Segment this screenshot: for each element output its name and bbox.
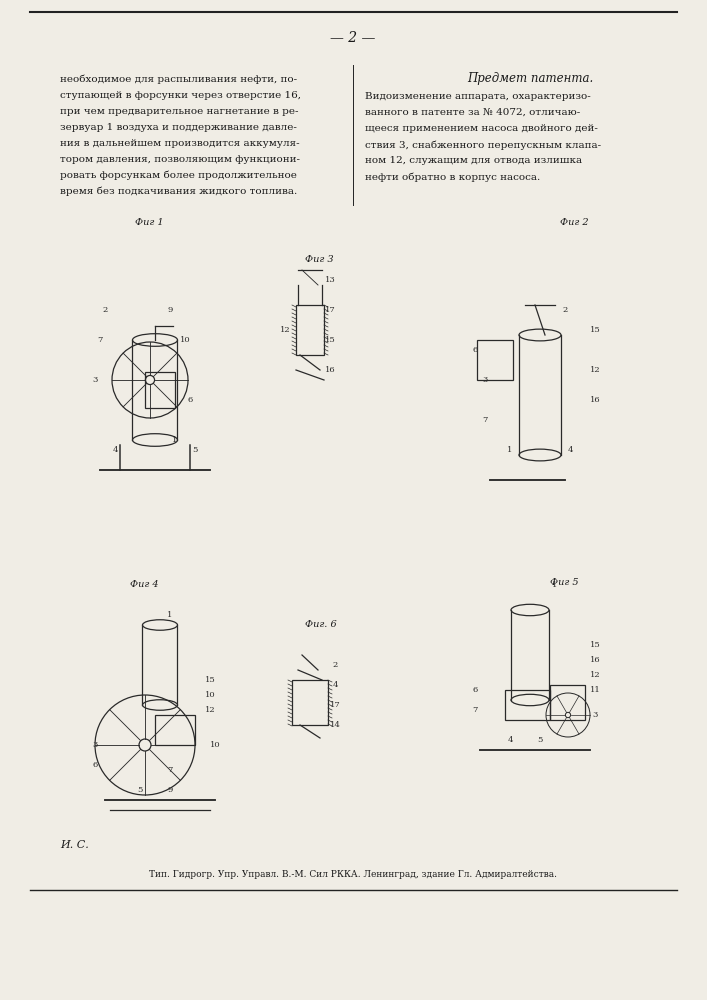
Text: 7: 7 (472, 706, 478, 714)
Text: Фиг. 6: Фиг. 6 (305, 620, 337, 629)
Text: Фиг 1: Фиг 1 (135, 218, 163, 227)
Text: 12: 12 (280, 326, 291, 334)
Text: зервуар 1 воздуха и поддерживание давле-: зервуар 1 воздуха и поддерживание давле- (60, 123, 297, 132)
Bar (292, 680, 328, 725)
Text: ном 12, служащим для отвода излишка: ном 12, служащим для отвода излишка (365, 156, 582, 165)
Text: Видоизменение аппарата, охарактеризо-: Видоизменение аппарата, охарактеризо- (365, 92, 591, 101)
Text: время без подкачивания жидкого топлива.: время без подкачивания жидкого топлива. (60, 187, 297, 196)
Text: Фиг 3: Фиг 3 (305, 255, 334, 264)
Text: 16: 16 (590, 656, 600, 664)
Text: 2: 2 (332, 661, 338, 669)
Text: 2: 2 (103, 306, 107, 314)
Text: 9: 9 (168, 306, 173, 314)
Text: щееся применением насоса двойного дей-: щееся применением насоса двойного дей- (365, 124, 598, 133)
Text: ровать форсункам более продолжительное: ровать форсункам более продолжительное (60, 171, 297, 180)
Text: 14: 14 (329, 721, 341, 729)
Text: 15: 15 (204, 676, 216, 684)
Text: 7: 7 (98, 336, 103, 344)
Text: 12: 12 (590, 671, 600, 679)
Text: 15: 15 (590, 641, 600, 649)
Text: Тип. Гидрогр. Упр. Управл. В.-М. Сил РККА. Ленинград, здание Гл. Адмиралтейства.: Тип. Гидрогр. Упр. Управл. В.-М. Сил РКК… (149, 870, 557, 879)
Bar (550, 685, 585, 720)
Text: 2: 2 (562, 306, 568, 314)
Text: 4: 4 (567, 446, 573, 454)
Text: 12: 12 (205, 706, 216, 714)
Text: нефти обратно в корпус насоса.: нефти обратно в корпус насоса. (365, 172, 540, 182)
Text: ния в дальнейшем производится аккумуля-: ния в дальнейшем производится аккумуля- (60, 139, 300, 148)
Bar (296, 305, 324, 355)
Text: 12: 12 (590, 366, 600, 374)
Text: необходимое для распыливания нефти, по-: необходимое для распыливания нефти, по- (60, 75, 297, 85)
Text: Фиг 5: Фиг 5 (550, 578, 578, 587)
Text: ванного в патенте за № 4072, отличаю-: ванного в патенте за № 4072, отличаю- (365, 108, 580, 117)
Text: 15: 15 (590, 326, 600, 334)
Text: 1: 1 (168, 611, 173, 619)
Text: при чем предварительное нагнетание в ре-: при чем предварительное нагнетание в ре- (60, 107, 298, 116)
Text: 5: 5 (192, 446, 198, 454)
Text: 5: 5 (537, 736, 543, 744)
Text: 1: 1 (173, 436, 177, 444)
Text: 6: 6 (472, 346, 478, 354)
Text: — 2 —: — 2 — (330, 31, 375, 45)
Text: 5: 5 (137, 786, 143, 794)
Text: 10: 10 (180, 336, 190, 344)
Text: 9: 9 (168, 786, 173, 794)
Text: 13: 13 (325, 276, 335, 284)
Text: 7: 7 (482, 416, 488, 424)
Text: 1: 1 (508, 446, 513, 454)
Text: И. С.: И. С. (60, 840, 89, 850)
Text: 6: 6 (93, 761, 98, 769)
Text: 17: 17 (329, 701, 340, 709)
Text: Фиг 4: Фиг 4 (130, 580, 158, 589)
Text: 6: 6 (187, 396, 192, 404)
Bar (505, 690, 550, 720)
Text: 4: 4 (112, 446, 118, 454)
Text: Предмет патента.: Предмет патента. (467, 72, 593, 85)
Text: 3: 3 (592, 711, 597, 719)
Text: 4: 4 (332, 681, 338, 689)
Text: 16: 16 (590, 396, 600, 404)
Text: 3: 3 (93, 376, 98, 384)
Text: Фиг 2: Фиг 2 (560, 218, 589, 227)
Text: тором давления, позволяющим функциони-: тором давления, позволяющим функциони- (60, 155, 300, 164)
Bar (477, 340, 513, 380)
Text: 4: 4 (507, 736, 513, 744)
Bar (155, 715, 195, 745)
Text: 1: 1 (552, 581, 558, 589)
Text: 10: 10 (205, 691, 216, 699)
Text: 3: 3 (93, 741, 98, 749)
Text: ствия 3, снабженного перепускным клапа-: ствия 3, снабженного перепускным клапа- (365, 140, 601, 149)
Text: 6: 6 (472, 686, 478, 694)
Bar (145, 372, 175, 408)
Text: 11: 11 (590, 686, 600, 694)
Text: ступающей в форсунки через отверстие 16,: ступающей в форсунки через отверстие 16, (60, 91, 301, 100)
Text: 16: 16 (325, 366, 335, 374)
Text: 17: 17 (325, 306, 335, 314)
Text: 7: 7 (168, 766, 173, 774)
Text: 3: 3 (482, 376, 488, 384)
Text: 15: 15 (325, 336, 335, 344)
Text: 10: 10 (210, 741, 221, 749)
